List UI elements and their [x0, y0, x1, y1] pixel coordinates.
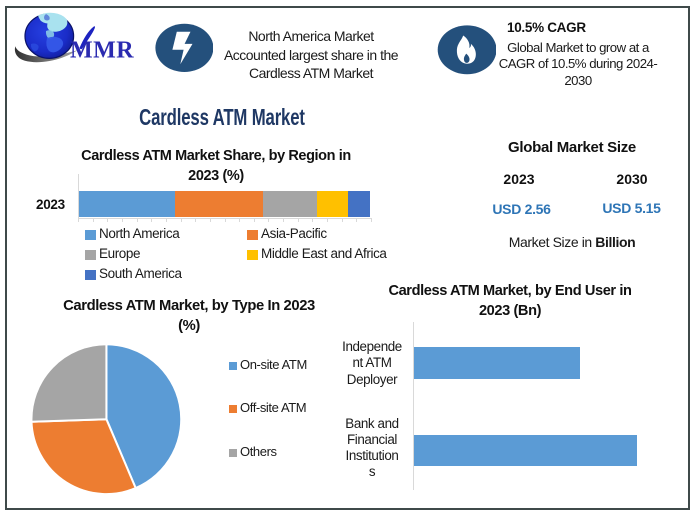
- svg-text:MMR: MMR: [70, 37, 134, 63]
